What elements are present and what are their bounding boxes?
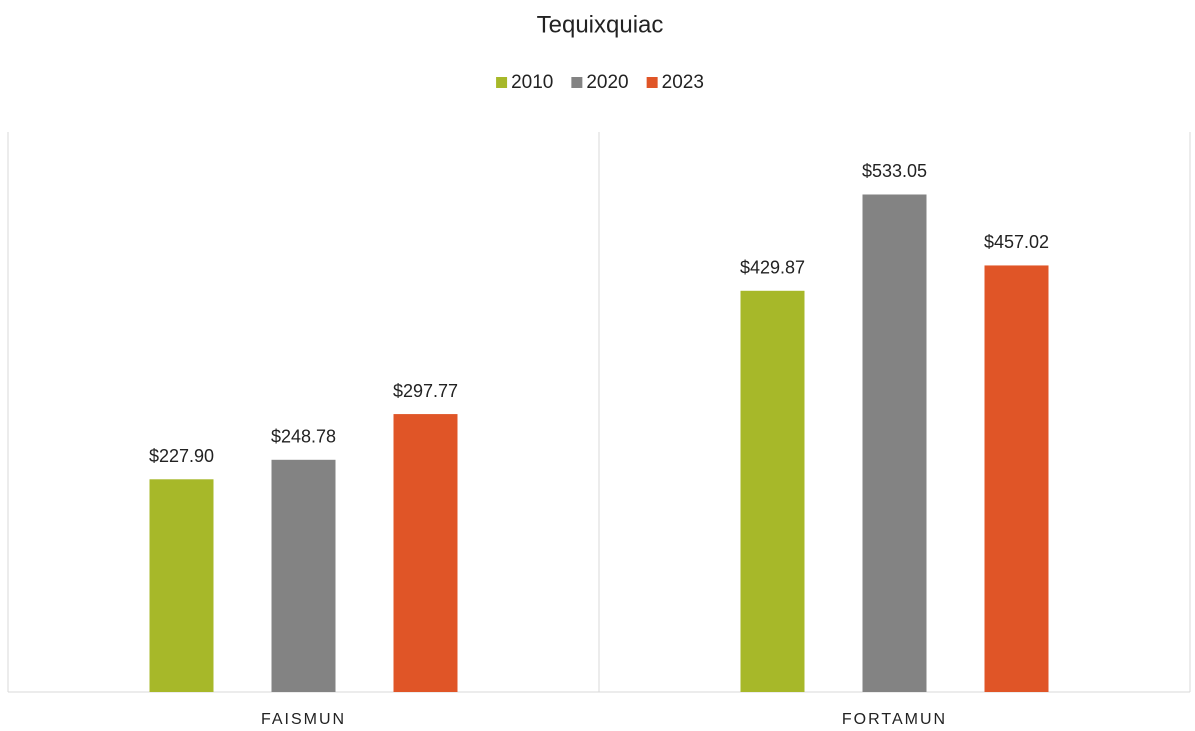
legend-label: 2023 bbox=[662, 72, 704, 93]
data-label: $248.78 bbox=[271, 427, 336, 447]
data-label: $533.05 bbox=[862, 161, 927, 181]
chart-title: Tequixquiac bbox=[537, 11, 664, 38]
bar bbox=[862, 194, 927, 692]
x-tick-label: FORTAMUN bbox=[842, 711, 947, 728]
legend-swatch bbox=[646, 77, 658, 88]
bar bbox=[393, 414, 458, 692]
data-label: $457.02 bbox=[984, 232, 1049, 252]
bar bbox=[149, 479, 214, 692]
bar bbox=[984, 265, 1049, 692]
legend-swatch bbox=[496, 77, 508, 88]
data-label: $297.77 bbox=[393, 381, 458, 401]
data-label: $227.90 bbox=[149, 446, 214, 466]
bar bbox=[740, 290, 805, 692]
data-label: $429.87 bbox=[740, 258, 805, 278]
legend-swatch bbox=[571, 77, 583, 88]
x-tick-label: FAISMUN bbox=[261, 711, 346, 728]
bar bbox=[271, 459, 336, 692]
legend-label: 2010 bbox=[511, 72, 553, 93]
legend-label: 2020 bbox=[586, 72, 628, 93]
